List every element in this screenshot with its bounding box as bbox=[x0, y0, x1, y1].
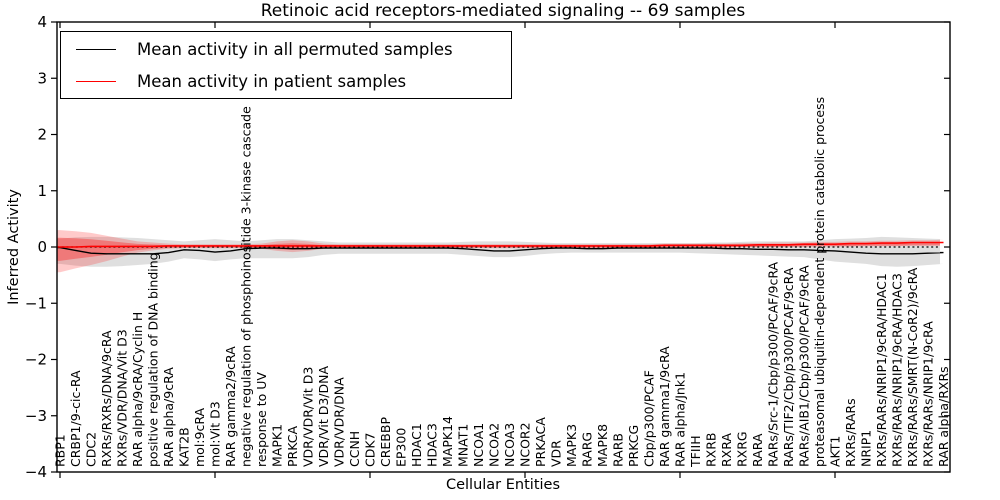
patient-line-sample-icon bbox=[76, 80, 116, 82]
legend: Mean activity in all permuted samples Me… bbox=[60, 31, 512, 99]
x-tick-label: NCOA3 bbox=[502, 423, 517, 467]
x-tick-label: RAR alpha/Jnk1 bbox=[673, 372, 688, 467]
y-tick-label: 0 bbox=[37, 238, 47, 256]
y-tick-label: 4 bbox=[37, 13, 47, 31]
y-tick-label: −4 bbox=[25, 463, 47, 481]
x-tick-label: PRKCA bbox=[285, 426, 300, 467]
x-tick-label: NCOA1 bbox=[471, 423, 486, 467]
x-tick-label: proteasomal ubiquitin-dependent protein … bbox=[812, 97, 827, 467]
x-tick-label: RXRs/RARs/NRIP1/9cRA/HDAC3 bbox=[890, 273, 905, 467]
permuted-range-band bbox=[57, 236, 944, 267]
x-tick-label: CCNH bbox=[347, 431, 362, 467]
x-tick-label: RAR alpha/9cRA bbox=[161, 367, 176, 467]
x-tick-label: VDR/Vit D3/DNA bbox=[316, 366, 331, 467]
x-tick-label: RARs/Src-1/Cbp/p300/PCAF/9cRA bbox=[766, 261, 781, 467]
x-tick-label: RXRs/RARs/NRIP1/9cRA bbox=[921, 321, 936, 467]
axis-ticks bbox=[51, 21, 950, 478]
y-tick-label: 3 bbox=[37, 69, 47, 87]
legend-entry-permuted: Mean activity in all permuted samples bbox=[61, 33, 511, 65]
x-axis-label: Cellular Entities bbox=[445, 477, 561, 493]
x-tick-label: RAR alpha/RXRs bbox=[936, 366, 951, 467]
x-tick-label: RXRs/RARs/NRIP1/9cRA/HDAC1 bbox=[874, 273, 889, 467]
x-tick-label: MAPK8 bbox=[595, 424, 610, 467]
x-tick-label: CDC2 bbox=[84, 432, 99, 467]
x-tick-label: RXRG bbox=[735, 431, 750, 467]
x-tick-label: RARG bbox=[580, 432, 595, 467]
uncertainty-bands bbox=[57, 230, 944, 273]
x-tick-label: RBP1 bbox=[53, 434, 68, 467]
legend-label-permuted: Mean activity in all permuted samples bbox=[137, 39, 453, 59]
x-tick-label: EP300 bbox=[394, 428, 409, 467]
x-tick-label: RARs/TIF2/Cbp/p300/PCAF/9cRA bbox=[781, 267, 796, 467]
x-tick-label: PRKCG bbox=[626, 425, 641, 467]
y-tick-label: 2 bbox=[37, 126, 47, 144]
y-tick-label: 1 bbox=[37, 182, 47, 200]
x-tick-label: RARs/AIB1/Cbp/p300/PCAF/9cRA bbox=[797, 265, 812, 467]
x-tick-label: Cbp/p300/PCAF bbox=[642, 370, 657, 467]
chart-title: Retinoic acid receptors-mediated signali… bbox=[260, 1, 746, 21]
x-tick-label: positive regulation of DNA binding bbox=[146, 252, 161, 467]
patient-mean-line bbox=[57, 241, 944, 248]
x-tick-label: RAR gamma2/9cRA bbox=[223, 346, 238, 467]
x-tick-label: HDAC1 bbox=[409, 423, 424, 467]
x-tick-label: RXRs/RARs/SMRT(N-CoR2)/9cRA bbox=[905, 267, 920, 467]
x-tick-label: mol:Vit D3 bbox=[208, 401, 223, 467]
x-tick-label: CDK7 bbox=[363, 432, 378, 467]
x-tick-label: VDR/VDR/DNA bbox=[332, 377, 347, 467]
x-tick-label: RXRs/RXRs/DNA/9cRA bbox=[99, 330, 114, 467]
x-tick-label: response to UV bbox=[254, 372, 269, 467]
legend-entry-patient: Mean activity in patient samples bbox=[61, 65, 511, 97]
x-tick-label: RXRB bbox=[704, 432, 719, 467]
x-tick-label: NCOR2 bbox=[518, 422, 533, 467]
x-tick-label: RARA bbox=[750, 433, 765, 467]
x-tick-label: RARB bbox=[611, 433, 626, 467]
x-tick-label: KAT2B bbox=[177, 427, 192, 467]
x-tick-label: TFIIH bbox=[688, 435, 703, 468]
x-tick-label: MNAT1 bbox=[456, 424, 471, 467]
x-tick-label: MAPK14 bbox=[440, 416, 455, 467]
permuted-mean-line bbox=[57, 246, 944, 255]
x-tick-label: MAPK3 bbox=[564, 424, 579, 467]
x-tick-label: RAR alpha/9cRA/Cyclin H bbox=[130, 312, 145, 467]
x-tick-label: VDR/VDR/Vit D3 bbox=[301, 367, 316, 467]
legend-label-patient: Mean activity in patient samples bbox=[137, 71, 407, 91]
x-tick-label: mol:9cRA bbox=[192, 407, 207, 467]
x-tick-label: NCOA2 bbox=[487, 423, 502, 467]
x-tick-label: MAPK1 bbox=[270, 424, 285, 467]
y-tick-label: −2 bbox=[25, 351, 47, 369]
x-tick-label: HDAC3 bbox=[425, 423, 440, 467]
x-tick-label: PRKACA bbox=[533, 417, 548, 467]
x-tick-label: AKT1 bbox=[828, 436, 843, 467]
x-tick-label: negative regulation of phosphoinositide … bbox=[239, 106, 254, 467]
y-tick-label: −3 bbox=[25, 407, 47, 425]
x-tick-label: NRIP1 bbox=[859, 430, 874, 467]
x-tick-label: CRBP1/9-cic-RA bbox=[68, 370, 83, 467]
series-lines bbox=[57, 241, 944, 255]
x-tick-label: VDR bbox=[549, 440, 564, 467]
x-tick-label: RXRA bbox=[719, 433, 734, 467]
y-tick-labels: 4 3 2 1 0 −1 −2 −3 −4 bbox=[25, 13, 47, 481]
y-tick-label: −1 bbox=[25, 294, 47, 312]
x-tick-labels: RBP1 CRBP1/9-cic-RA CDC2 RXRs/RXRs/DNA/9cRA… bbox=[53, 97, 952, 468]
x-tick-label: RXRs/RARs bbox=[843, 398, 858, 467]
x-tick-label: RXRs/VDR/DNA/Vit D3 bbox=[115, 329, 130, 467]
x-tick-label: CREBBP bbox=[378, 417, 393, 467]
permuted-line-sample-icon bbox=[76, 48, 116, 50]
x-tick-label: RAR gamma1/9cRA bbox=[657, 346, 672, 467]
